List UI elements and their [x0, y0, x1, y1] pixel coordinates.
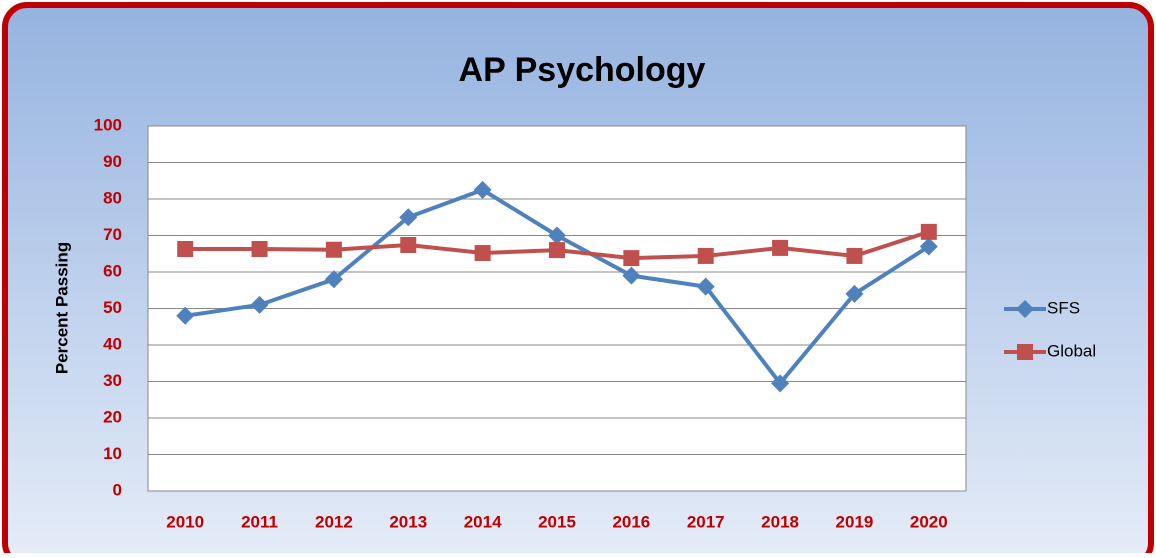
- chart-title: AP Psychology: [459, 51, 706, 89]
- data-point: [697, 247, 714, 264]
- data-point: [399, 208, 418, 227]
- data-point: [251, 241, 268, 258]
- y-tick-label: 40: [103, 334, 122, 353]
- data-point: [623, 250, 640, 267]
- data-point: [176, 306, 195, 325]
- y-axis-label: Percent Passing: [52, 242, 71, 374]
- data-point: [177, 241, 194, 258]
- data-point: [696, 277, 715, 296]
- data-point: [772, 239, 789, 256]
- y-tick-label: 20: [103, 407, 122, 426]
- legend-marker: [1017, 344, 1033, 360]
- data-point: [400, 236, 417, 253]
- x-tick-label: 2012: [315, 512, 353, 531]
- data-point: [846, 247, 863, 264]
- x-tick-label: 2013: [389, 512, 427, 531]
- data-point: [920, 223, 937, 240]
- data-point: [549, 242, 565, 259]
- x-tick-label: 2015: [538, 512, 576, 531]
- x-tick-label: 2014: [464, 512, 502, 531]
- x-tick-label: 2018: [761, 512, 799, 531]
- y-tick-label: 10: [103, 444, 122, 463]
- legend-label: SFS: [1047, 298, 1080, 317]
- x-tick-label: 2016: [612, 512, 650, 531]
- x-tick-label: 2010: [166, 512, 204, 531]
- data-point: [324, 270, 343, 289]
- y-tick-label: 0: [113, 480, 122, 499]
- data-point: [250, 295, 269, 314]
- data-point: [548, 226, 566, 245]
- data-point: [325, 241, 342, 258]
- y-tick-label: 80: [103, 188, 122, 207]
- data-point: [622, 266, 641, 285]
- y-tick-label: 30: [103, 371, 122, 390]
- y-tick-label: 90: [103, 152, 122, 171]
- x-tick-label: 2017: [687, 512, 725, 531]
- legend-label: Global: [1047, 341, 1096, 360]
- data-point: [919, 237, 938, 256]
- data-point: [474, 245, 491, 262]
- y-tick-label: 70: [103, 225, 122, 244]
- legend-marker: [1016, 300, 1034, 318]
- y-tick-label: 60: [103, 261, 122, 280]
- y-tick-label: 50: [103, 298, 122, 317]
- data-point: [845, 284, 864, 303]
- x-tick-label: 2019: [836, 512, 874, 531]
- x-tick-label: 2011: [241, 512, 278, 531]
- data-point: [771, 374, 790, 393]
- y-tick-label: 100: [94, 115, 122, 134]
- x-tick-label: 2020: [910, 512, 948, 531]
- data-point: [473, 180, 492, 199]
